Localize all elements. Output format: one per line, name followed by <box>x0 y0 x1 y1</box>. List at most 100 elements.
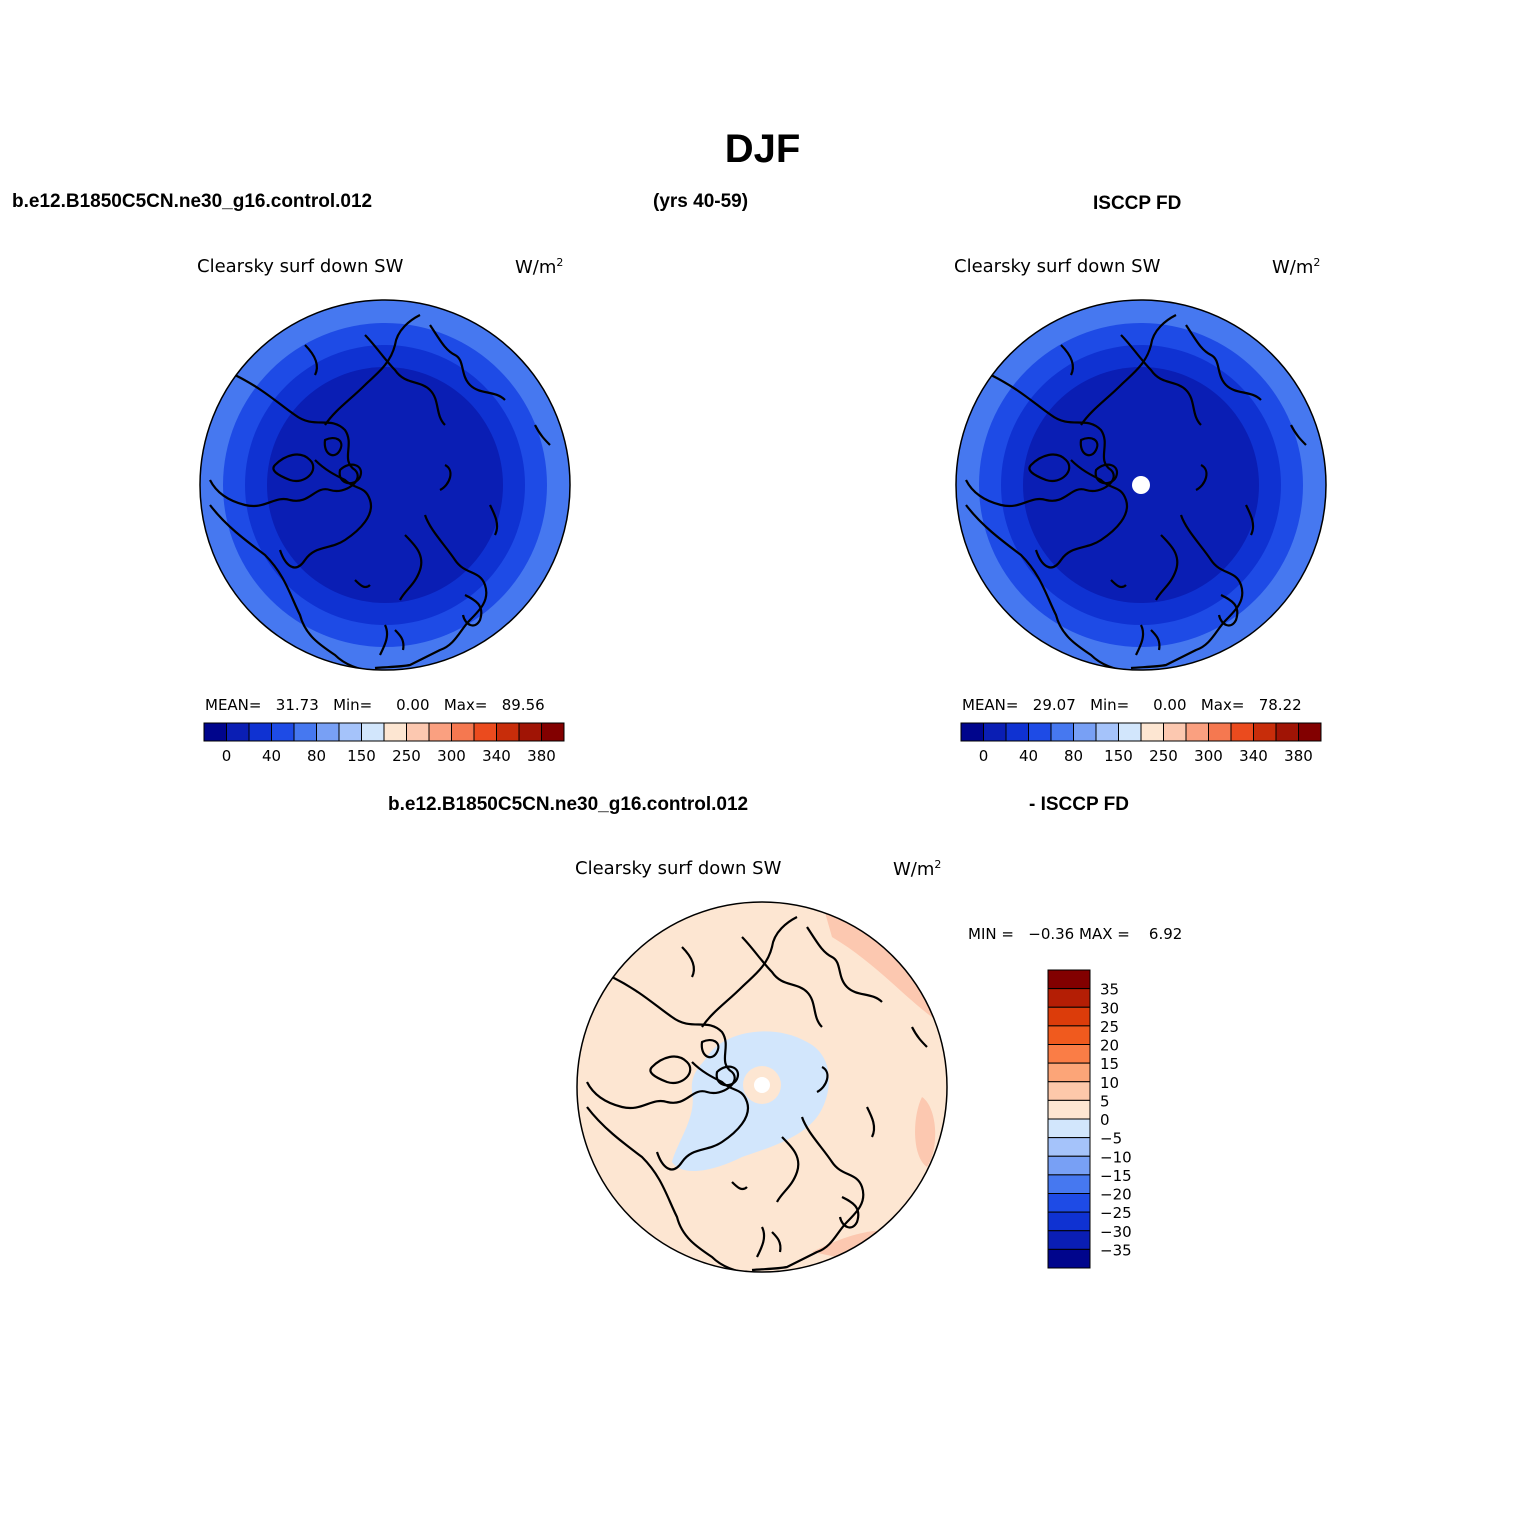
colorbar-box <box>1047 1137 1091 1157</box>
contour-region-5-10 <box>822 902 947 1027</box>
colorbar-tick-label: 150 <box>347 747 376 765</box>
colorbar-box <box>1208 722 1232 742</box>
colorbar-tick-label: −25 <box>1100 1204 1132 1222</box>
variable-label-diff: Clearsky surf down SW <box>575 858 782 879</box>
colorbar-tick-label: 40 <box>262 747 281 765</box>
colorbar-box <box>361 722 385 742</box>
colorbar-box <box>271 722 295 742</box>
colorbar-tick-label: −15 <box>1100 1167 1132 1185</box>
colorbar-box <box>1230 722 1254 742</box>
stats-obs: MEAN= 29.07 Min= 0.00 Max= 78.22 <box>962 696 1302 714</box>
colorbar-box <box>1047 1211 1091 1232</box>
map-border <box>199 299 571 671</box>
colorbar-box <box>293 722 317 742</box>
colorbar-tick-label: 25 <box>1100 1018 1119 1036</box>
obs-name-bottom: - ISCCP FD <box>1029 794 1129 815</box>
colorbar-model: 0 40 80 150 250 300 340 380 <box>203 722 565 765</box>
colorbar-box <box>496 722 520 742</box>
case-name-top-left: b.e12.B1850C5CN.ne30_g16.control.012 <box>12 191 373 212</box>
colorbar-box <box>518 722 542 742</box>
page-title: DJF <box>724 127 801 171</box>
colorbar-tick-label: 380 <box>527 747 556 765</box>
colorbar-tick-label: −30 <box>1100 1223 1132 1241</box>
colorbar-box <box>1118 722 1142 742</box>
contour-band <box>267 367 503 603</box>
colorbar-box <box>960 722 984 742</box>
colorbar-box <box>1047 988 1091 1008</box>
map-obs <box>955 299 1327 671</box>
colorbar-box <box>203 722 227 742</box>
colorbar-tick-label: 300 <box>437 747 466 765</box>
colorbar-box <box>1047 1025 1091 1045</box>
colorbar-tick-label: −10 <box>1100 1148 1132 1166</box>
colorbar-box <box>226 722 250 742</box>
map-border <box>576 901 948 1273</box>
colorbar-tick-label: 35 <box>1100 981 1119 999</box>
colorbar-box <box>1185 722 1209 742</box>
colorbar-tick-label: 0 <box>1100 1111 1110 1129</box>
colorbar-box <box>1095 722 1119 742</box>
colorbar-box <box>1047 1044 1091 1064</box>
colorbar-box <box>1050 722 1074 742</box>
colorbar-box <box>983 722 1007 742</box>
case-name-bottom: b.e12.B1850C5CN.ne30_g16.control.012 <box>388 794 749 815</box>
colorbar-box <box>1163 722 1187 742</box>
colorbar-tick-label: 250 <box>392 747 421 765</box>
units-label-obs: W/m2 <box>1272 256 1321 278</box>
colorbar-box <box>383 722 407 742</box>
colorbar-box <box>338 722 362 742</box>
colorbar-box <box>1047 1155 1091 1176</box>
colorbar-box <box>1047 1006 1091 1027</box>
colorbar-box <box>451 722 475 742</box>
colorbar-tick-label: 40 <box>1019 747 1038 765</box>
map-border <box>955 299 1327 671</box>
colorbar-box <box>1140 722 1164 742</box>
colorbar-box <box>1005 722 1029 742</box>
colorbar-box <box>1253 722 1277 742</box>
colorbar-box <box>1047 1193 1091 1213</box>
colorbar-box <box>316 722 340 742</box>
units-label-diff: W/m2 <box>893 858 942 880</box>
colorbar-box <box>1047 1081 1091 1101</box>
colorbar-tick-label: 20 <box>1100 1037 1119 1055</box>
colorbar-box <box>1047 1230 1091 1250</box>
colorbar-tick-label: −20 <box>1100 1186 1132 1204</box>
colorbar-tick-label: 0 <box>979 747 989 765</box>
stats-model: MEAN= 31.73 Min= 0.00 Max= 89.56 <box>205 696 545 714</box>
colorbar-box <box>428 722 452 742</box>
colorbar-box <box>1298 722 1322 742</box>
map-diff <box>576 901 948 1273</box>
missing-data-pole <box>754 1077 770 1093</box>
colorbar-box <box>541 722 565 742</box>
colorbar-tick-label: 250 <box>1149 747 1178 765</box>
colorbar-tick-label: −5 <box>1100 1130 1122 1148</box>
contour-region-neg5-0 <box>672 1031 829 1172</box>
colorbar-tick-label: 30 <box>1100 999 1119 1017</box>
colorbar-tick-label: −35 <box>1100 1241 1132 1259</box>
units-label-model: W/m2 <box>515 256 564 278</box>
colorbar-tick-label: 150 <box>1104 747 1133 765</box>
colorbar-tick-label: 380 <box>1284 747 1313 765</box>
colorbar-box <box>473 722 497 742</box>
colorbar-tick-label: 340 <box>1239 747 1268 765</box>
colorbar-box <box>1047 1248 1091 1269</box>
colorbar-obs: 0 40 80 150 250 300 340 380 <box>960 722 1322 765</box>
colorbar-tick-label: 80 <box>307 747 326 765</box>
contour-region-5-10 <box>915 1097 936 1167</box>
colorbar-box <box>1073 722 1097 742</box>
map-model <box>199 299 571 671</box>
years-label: (yrs 40-59) <box>653 191 749 212</box>
colorbar-box <box>1047 1062 1091 1083</box>
variable-label-obs: Clearsky surf down SW <box>954 256 1161 277</box>
colorbar-tick-label: 15 <box>1100 1055 1119 1073</box>
colorbar-box <box>248 722 272 742</box>
colorbar-box <box>1047 969 1091 990</box>
colorbar-box <box>1028 722 1052 742</box>
variable-label-model: Clearsky surf down SW <box>197 256 404 277</box>
obs-name-top-right: ISCCP FD <box>1093 193 1182 214</box>
colorbar-tick-label: 5 <box>1100 1092 1110 1110</box>
stats-diff: MIN = −0.36 MAX = 6.92 <box>968 925 1183 943</box>
colorbar-box <box>1047 1099 1091 1120</box>
